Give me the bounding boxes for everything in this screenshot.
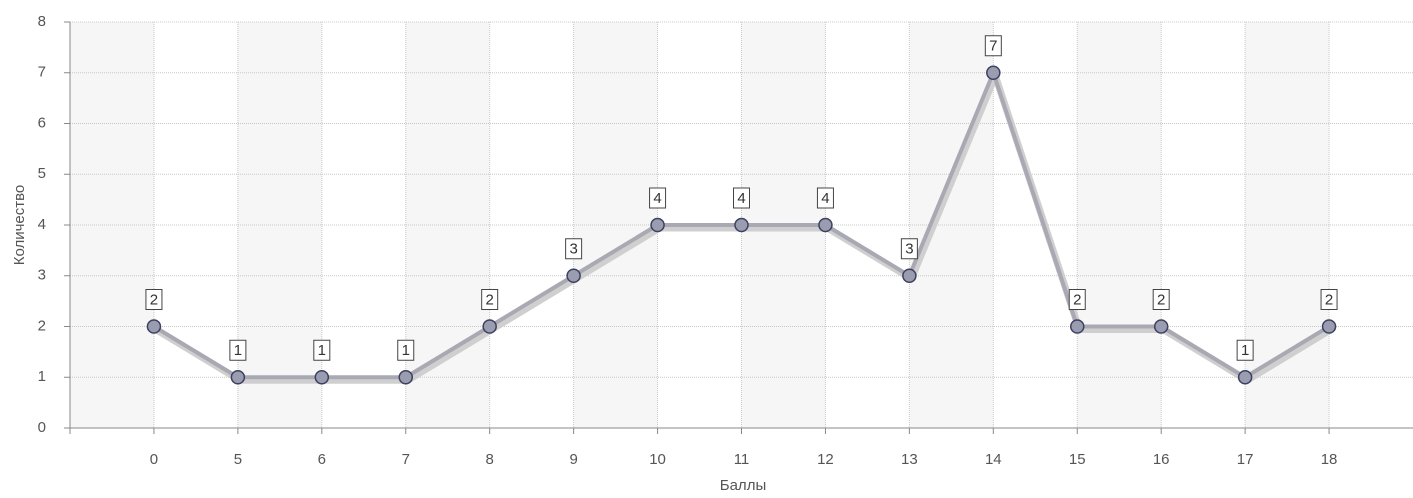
point xyxy=(986,65,1001,80)
point xyxy=(1321,319,1337,334)
value-label-box xyxy=(1236,339,1254,361)
value-label-box xyxy=(481,289,499,310)
x-axis-label: Баллы xyxy=(720,477,766,494)
x-tick-label: 15 xyxy=(1069,451,1086,468)
x-tick-label: 8 xyxy=(486,451,494,468)
y-axis-label: Количество xyxy=(11,185,28,266)
x-tick-label: 14 xyxy=(985,451,1002,468)
point xyxy=(398,370,413,385)
value-label-box xyxy=(984,35,1002,57)
value-label: 1 xyxy=(402,342,410,359)
point xyxy=(566,268,581,283)
value-label: 2 xyxy=(486,291,494,308)
x-tick-label: 18 xyxy=(1321,451,1338,468)
x-tick-label: 6 xyxy=(318,451,326,468)
x-tick-label: 5 xyxy=(234,451,242,468)
plot-band xyxy=(237,22,322,428)
x-tick-label: 12 xyxy=(817,451,834,468)
value-label: 1 xyxy=(1241,342,1249,359)
value-label: 3 xyxy=(905,241,913,258)
value-label: 2 xyxy=(1157,291,1165,308)
point xyxy=(902,268,917,283)
plot-band xyxy=(1245,22,1330,428)
plot-band xyxy=(489,22,574,428)
y-tick-label: 8 xyxy=(38,13,46,30)
x-tick-label: 7 xyxy=(402,451,410,468)
plot-band xyxy=(573,22,658,428)
x-tick-label: 16 xyxy=(1153,451,1170,468)
plot-band xyxy=(1329,22,1413,428)
value-label-box xyxy=(1152,289,1170,310)
y-tick-label: 4 xyxy=(38,216,46,233)
point xyxy=(650,217,665,233)
value-label-box xyxy=(1320,289,1338,310)
point xyxy=(734,217,749,233)
value-label-box xyxy=(733,187,750,209)
y-tick-label: 3 xyxy=(38,267,46,284)
plot-band xyxy=(321,22,406,428)
point xyxy=(1070,319,1085,334)
value-label-box xyxy=(649,187,667,209)
value-label: 4 xyxy=(821,190,829,207)
y-tick-label: 2 xyxy=(38,317,46,334)
value-label: 2 xyxy=(1325,291,1333,308)
point xyxy=(818,217,833,233)
value-label-box xyxy=(313,339,331,361)
plot-band xyxy=(70,22,154,428)
value-label-box xyxy=(565,238,583,260)
value-label-box xyxy=(816,187,834,209)
point xyxy=(1153,319,1169,334)
plot-band xyxy=(1077,22,1162,428)
point xyxy=(230,370,246,385)
x-tick-label: 9 xyxy=(569,451,577,468)
plot-band xyxy=(1161,22,1246,428)
value-label-box xyxy=(397,339,415,361)
plot-band xyxy=(909,22,994,428)
plot-band xyxy=(153,22,238,428)
point xyxy=(482,319,497,334)
value-label-box xyxy=(229,339,247,361)
value-label: 4 xyxy=(737,190,745,207)
value-label: 4 xyxy=(653,190,661,207)
point xyxy=(146,319,162,334)
y-tick-label: 7 xyxy=(38,64,46,81)
value-label: 1 xyxy=(234,342,242,359)
y-tick-label: 6 xyxy=(38,114,46,131)
y-tick-label: 5 xyxy=(38,165,46,182)
value-label: 3 xyxy=(569,241,577,258)
value-label-box xyxy=(1068,289,1086,310)
plot-band xyxy=(993,22,1078,428)
value-label: 2 xyxy=(150,291,158,308)
point xyxy=(314,370,330,385)
x-tick-label: 0 xyxy=(150,451,158,468)
value-label: 1 xyxy=(318,342,326,359)
value-label-box xyxy=(900,238,918,260)
x-tick-label: 13 xyxy=(901,451,918,468)
y-tick-label: 0 xyxy=(38,419,46,436)
value-label: 2 xyxy=(1073,291,1081,308)
value-label: 7 xyxy=(989,38,997,55)
point xyxy=(1237,370,1253,385)
x-tick-label: 11 xyxy=(734,451,750,468)
y-tick-label: 1 xyxy=(38,368,46,385)
plot-band xyxy=(825,22,910,428)
x-tick-label: 10 xyxy=(649,451,666,468)
value-label-box xyxy=(145,289,163,310)
plot-band xyxy=(405,22,490,428)
x-tick-label: 17 xyxy=(1237,451,1254,468)
